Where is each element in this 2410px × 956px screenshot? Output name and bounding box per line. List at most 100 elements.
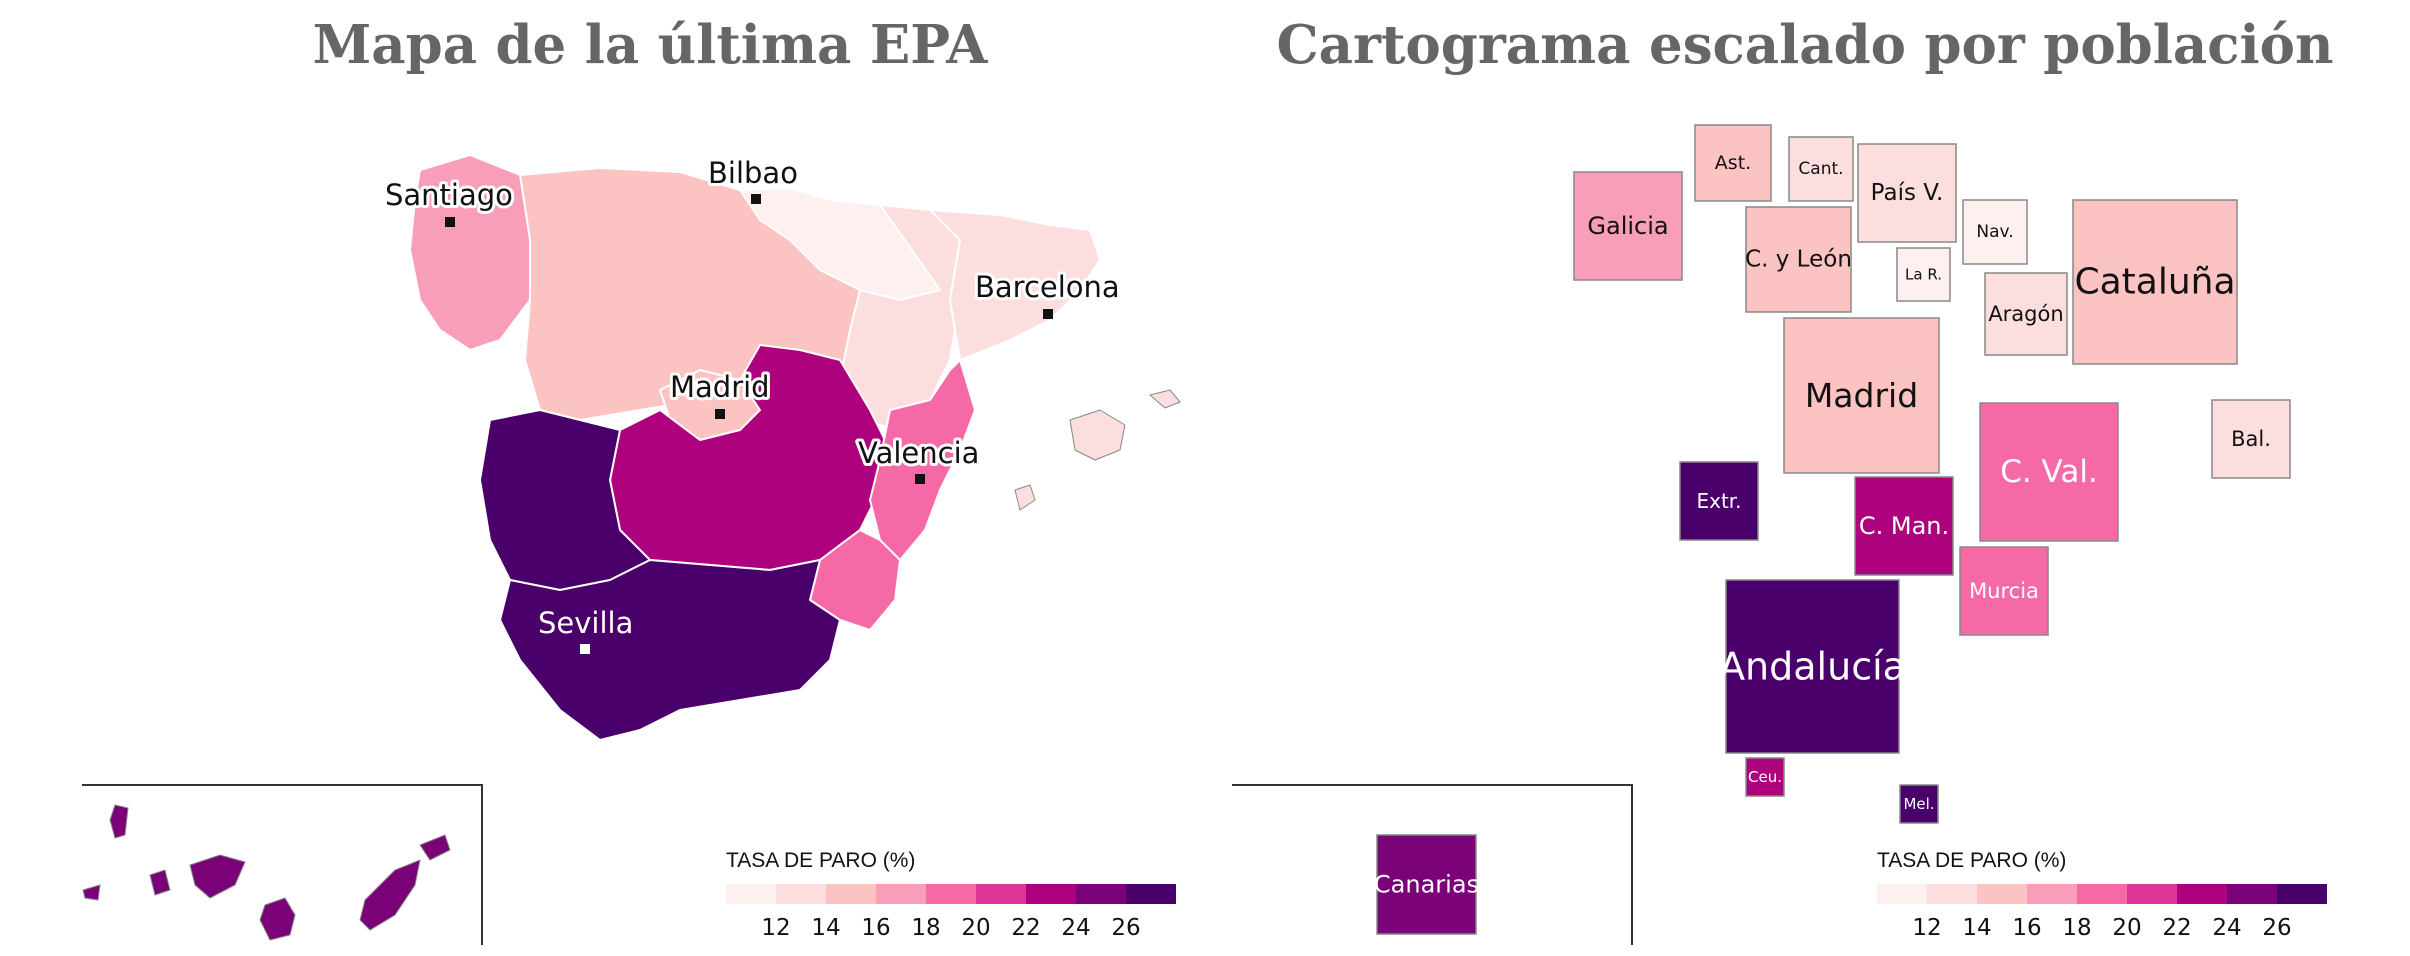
region-andalucia (499, 559, 841, 741)
cartogram-region-box (1745, 206, 1852, 313)
left-map-title: Mapa de la última EPA (312, 14, 988, 76)
cartogram-region-box (1376, 834, 1477, 935)
legend-right-ticks: 12 14 16 18 20 22 24 26 (1912, 915, 2291, 941)
cartogram-region: Bal. (2211, 399, 2291, 479)
cartogram-region: Ceu. (1745, 757, 1785, 797)
legend-tick-label: 22 (2162, 915, 2191, 941)
cartogram-region-box (1745, 757, 1785, 797)
region-baleares (1069, 409, 1126, 461)
legend-tick-label: 14 (811, 915, 840, 941)
cartogram-region-box (1573, 171, 1683, 281)
spain-choropleth-map (409, 154, 1181, 741)
cartogram-region-box (1899, 784, 1939, 824)
cartogram-region-label: Bal. (2231, 427, 2271, 451)
cartogram-region: Ast. (1694, 124, 1772, 202)
cartogram-region-box (1783, 317, 1940, 474)
legend-swatch (2077, 884, 2127, 904)
legend-right: TASA DE PARO (%) 12 14 16 18 20 22 24 26 (1877, 849, 2327, 941)
legend-tick-label: 26 (1111, 915, 1140, 941)
canarias-inset-right-frame (1232, 784, 1633, 945)
cartogram-region-label: C. Val. (2000, 454, 2098, 490)
cartogram-region-box (2211, 399, 2291, 479)
legend-swatch (1877, 884, 1927, 904)
cartogram-region-box (1694, 124, 1772, 202)
legend-swatch (1026, 884, 1076, 904)
cartogram-region-box (1788, 136, 1854, 202)
cartogram-region-label: Nav. (1976, 222, 2013, 242)
cartogram-region-box (2072, 199, 2238, 365)
legend-left-ticks: 12 14 16 18 20 22 24 26 (761, 915, 1140, 941)
city-label-madrid: Madrid (670, 370, 770, 404)
legend-swatch (776, 884, 826, 904)
legend-swatch (976, 884, 1026, 904)
city-label-valencia: Valencia (858, 436, 979, 470)
cartogram-region: C. Man. (1854, 476, 1954, 576)
legend-swatch (826, 884, 876, 904)
legend-swatch (1977, 884, 2027, 904)
cartogram-region: Canarias (1374, 834, 1479, 935)
legend-swatch (1126, 884, 1176, 904)
cartogram-region: Aragón (1984, 272, 2068, 356)
cartogram-region-box (1679, 461, 1759, 541)
city-label-santiago: Santiago (385, 178, 513, 212)
region-baleares-menorca (1149, 389, 1181, 409)
population-cartogram: Galicia Ast. Cant. País V. Nav. C. y León La R… (1374, 124, 2291, 935)
legend-tick-label: 14 (1962, 915, 1991, 941)
cartogram-region-label: Cant. (1798, 159, 1843, 179)
legend-right-swatches (1877, 884, 2327, 904)
legend-swatch (2227, 884, 2277, 904)
legend-tick-label: 16 (2012, 915, 2041, 941)
legend-swatch (1927, 884, 1977, 904)
city-label-sevilla: Sevilla (538, 606, 633, 640)
legend-tick-label: 18 (2062, 915, 2091, 941)
cartogram-region: Cant. (1788, 136, 1854, 202)
cartogram-region-label: La R. (1905, 266, 1942, 284)
cartogram-region: Mel. (1899, 784, 1939, 824)
legend-left: TASA DE PARO (%) 12 14 16 18 20 22 24 26 (726, 849, 1176, 941)
cartogram-region-box (1896, 247, 1951, 302)
legend-tick-label: 22 (1011, 915, 1040, 941)
cartogram-region-box (1854, 476, 1954, 576)
legend-left-title: TASA DE PARO (%) (726, 849, 915, 872)
legend-tick-label: 16 (861, 915, 890, 941)
cartogram-region: Galicia (1573, 171, 1683, 281)
cartogram-region-label: Andalucía (1719, 645, 1906, 689)
legend-swatch (1076, 884, 1126, 904)
cartogram-region: La R. (1896, 247, 1951, 302)
legend-swatch (2177, 884, 2227, 904)
cartogram-region-box (1725, 579, 1900, 754)
cartogram-region: C. y León (1745, 206, 1852, 313)
legend-swatch (2127, 884, 2177, 904)
cartogram-region-label: C. y León (1745, 247, 1852, 273)
cartogram-region: Andalucía (1719, 579, 1906, 754)
cartogram-region: Madrid (1783, 317, 1940, 474)
legend-tick-label: 12 (761, 915, 790, 941)
legend-tick-label: 24 (1061, 915, 1090, 941)
region-valencia (869, 359, 976, 561)
cartogram-region-label: Aragón (1988, 302, 2063, 326)
legend-tick-label: 12 (1912, 915, 1941, 941)
cartogram-region-label: Mel. (1903, 795, 1934, 813)
cartogram-region-label: Murcia (1969, 579, 2039, 603)
cartogram-region: Cataluña (2072, 199, 2238, 365)
cartogram-region: Nav. (1962, 199, 2028, 265)
region-galicia (409, 154, 531, 351)
region-baleares-ibiza (1014, 484, 1036, 511)
legend-tick-label: 20 (2112, 915, 2141, 941)
city-label-barcelona: Barcelona (975, 270, 1120, 304)
legend-right-title: TASA DE PARO (%) (1877, 849, 2066, 872)
cartogram-region: Murcia (1959, 546, 2049, 636)
city-markers: Santiago Bilbao Barcelona Madrid Valenci… (382, 153, 1123, 654)
cartogram-region-label: Madrid (1805, 376, 1918, 415)
cartogram-region-label: Canarias (1374, 871, 1479, 899)
legend-tick-label: 24 (2212, 915, 2241, 941)
cartogram-region-box (1857, 143, 1957, 243)
right-map-title: Cartograma escalado por población (1276, 14, 2334, 76)
legend-swatch (2277, 884, 2327, 904)
legend-left-swatches (726, 884, 1176, 904)
cartogram-region: País V. (1857, 143, 1957, 243)
cartogram-region: C. Val. (1979, 402, 2119, 542)
legend-tick-label: 18 (911, 915, 940, 941)
cartogram-region-label: Ast. (1715, 152, 1751, 174)
